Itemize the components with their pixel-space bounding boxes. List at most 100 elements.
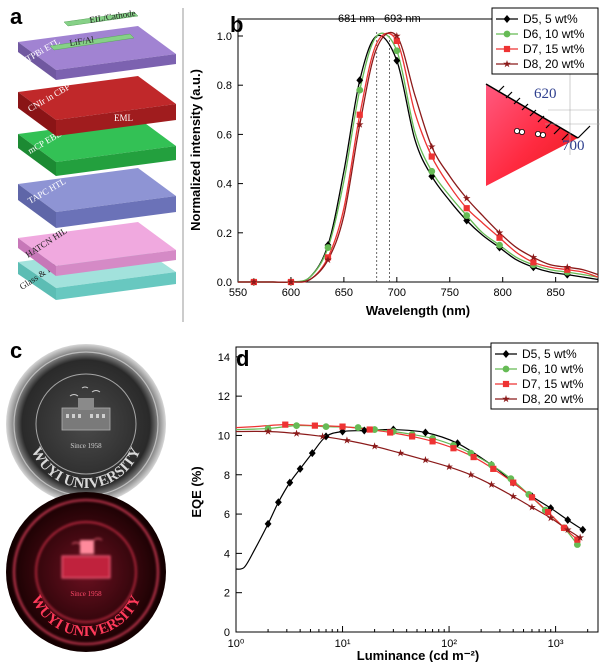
panel-label-d: d (236, 346, 249, 371)
eqe-point-d7-15-wt (387, 429, 394, 436)
eqe-legend: D5, 5 wt%D6, 10 wt%D7, 15 wt%D8, 20 wt% (490, 342, 599, 410)
eqe-point-d5-5-wt (454, 439, 461, 448)
eqe-point-d8-20-wt (396, 449, 405, 457)
eqe-point-d7-15-wt (450, 445, 457, 452)
layer-label-eil: EIL/Cathode (89, 8, 136, 25)
spectrum-point-d5-5-wt (428, 172, 436, 181)
legend-label-d7-15-wt: D7, 15 wt% (523, 42, 585, 56)
spectrum-x-tick-label: 750 (441, 287, 459, 299)
eqe-point-d5-5-wt (264, 519, 272, 528)
eqe-point-d7-15-wt (574, 536, 581, 543)
legend-label-d7-15-wt: D7, 15 wt% (522, 377, 584, 391)
spectrum-y-tick-label: 0.0 (217, 277, 232, 289)
logo-photo-lit: WUYI UNIVERSITY Since 1958 (6, 492, 166, 652)
spectrum-point-d5-5-wt (356, 76, 364, 85)
spectrum-chart: 550 600 650 700 750 800 8500.00.20.40.60.81.0 … (188, 7, 600, 318)
spectrum-y-tick-label: 0.2 (217, 228, 232, 240)
spectrum-point-d6-10-wt (356, 86, 364, 94)
layer-tpbi: TPBi ETL LiF/Al EIL/Cathode (18, 8, 176, 80)
eqe-point-d6-10-wt (354, 424, 362, 431)
legend-marker-d8-20-wt (503, 60, 511, 68)
spectrum-x-tick-label: 550 (229, 287, 247, 299)
layer-label-eml: EML (114, 113, 133, 123)
eqe-point-d5-5-wt (360, 426, 368, 435)
eqe-x-tick-label: 10³ (548, 638, 564, 650)
spectrum-x-tick-label: 650 (335, 287, 353, 299)
eqe-x-tick-label: 10² (441, 638, 457, 650)
logo-photo-off: WUYI UNIVERSITY Since 1958 (6, 344, 166, 504)
spectrum-point-d7-15-wt (496, 234, 503, 241)
legend-marker-d7-15-wt (502, 380, 510, 388)
panel-label-a: a (10, 4, 23, 29)
legend-label-d5-5-wt: D5, 5 wt% (523, 12, 578, 26)
eqe-x-axis-label: Luminance (cd m⁻²) (357, 648, 479, 662)
spectrum-x-axis-label: Wavelength (nm) (366, 303, 470, 318)
legend-marker-d7-15-wt (503, 45, 511, 53)
spectrum-point-d8-20-wt (563, 263, 572, 271)
spectrum-x-tick-label: 800 (494, 287, 512, 299)
eqe-point-d7-15-wt (366, 426, 373, 433)
spectrum-point-d5-5-wt (393, 56, 401, 65)
eqe-point-d8-20-wt (563, 525, 572, 534)
spectrum-point-d7-15-wt (393, 37, 400, 45)
spectrum-line-d6-10-wt (237, 32, 599, 284)
spectrum-y-tick-label: 0.4 (217, 179, 232, 191)
legend-marker-d8-20-wt (502, 395, 510, 403)
spectrum-y-tick-label: 0.6 (217, 129, 232, 141)
eqe-point-d8-20-wt (264, 427, 272, 435)
eqe-y-tick-label: 2 (224, 588, 230, 600)
legend-marker-d5-5-wt (502, 350, 510, 358)
spectrum-point-d7-15-wt (530, 259, 537, 266)
spectrum-point-d8-20-wt (462, 194, 471, 202)
spectrum-point-d6-10-wt (324, 244, 332, 251)
legend-marker-d5-5-wt (503, 15, 511, 23)
spectrum-point-d8-20-wt (324, 255, 332, 264)
eqe-x-tick-label: 10⁰ (228, 638, 245, 650)
eqe-point-d8-20-wt (343, 436, 351, 444)
eqe-point-d7-15-wt (510, 479, 517, 486)
eqe-point-d7-15-wt (311, 422, 318, 429)
eqe-point-d8-20-wt (546, 514, 555, 522)
eqe-point-d8-20-wt (576, 533, 584, 541)
eqe-point-d7-15-wt (282, 421, 289, 428)
layer-tapc: TAPC HTL (18, 168, 176, 228)
cie-label-700: 700 (562, 138, 585, 154)
cie-label-620: 620 (534, 86, 557, 102)
legend-label-d8-20-wt: D8, 20 wt% (523, 57, 585, 71)
spectrum-x-tick-label: 850 (546, 287, 564, 299)
logo-since-off: Since 1958 (70, 442, 102, 450)
spectrum-point-d7-15-wt (463, 205, 470, 212)
eqe-point-d5-5-wt (296, 464, 304, 473)
eqe-line-d6-10-wt (235, 424, 578, 545)
spectrum-y-tick-label: 1.0 (217, 31, 232, 43)
eqe-point-d8-20-wt (509, 492, 518, 500)
eqe-point-d5-5-wt (274, 498, 282, 507)
eqe-point-d8-20-wt (528, 503, 536, 511)
device-stack-diagram: Glass & ITO Anode HATCN HIL TAPC HTL mCP… (18, 8, 176, 300)
eqe-point-d7-15-wt (528, 494, 536, 501)
spectrum-point-d8-20-wt (427, 142, 436, 150)
spectrum-point-d8-20-wt (355, 120, 364, 128)
eqe-y-tick-label: 12 (218, 391, 230, 403)
spectrum-point-d6-10-wt (428, 167, 436, 175)
spectrum-point-d6-10-wt (496, 241, 503, 249)
eqe-point-d7-15-wt (544, 509, 552, 516)
layer-label-lif: LiF/Al (69, 34, 95, 48)
eqe-point-d7-15-wt (490, 465, 497, 472)
eqe-y-tick-label: 8 (224, 470, 230, 482)
legend-label-d6-10-wt: D6, 10 wt% (523, 27, 585, 41)
eqe-point-d6-10-wt (293, 422, 300, 430)
layer-eml: CNIr in CBP EML (18, 76, 176, 136)
eqe-y-tick-label: 10 (218, 430, 230, 442)
eqe-point-d5-5-wt (308, 449, 316, 458)
legend-label-d5-5-wt: D5, 5 wt% (522, 347, 577, 361)
spectrum-point-d8-20-wt (393, 32, 401, 40)
eqe-point-d8-20-wt (370, 442, 379, 450)
eqe-point-d5-5-wt (422, 428, 429, 437)
spectrum-point-d8-20-wt (287, 278, 295, 286)
peak-label-693: 693 nm (384, 13, 421, 25)
spectrum-point-d6-10-wt (463, 212, 471, 219)
cie-inset: 620 700 (485, 74, 600, 186)
spectrum-point-d7-15-wt (428, 153, 435, 160)
